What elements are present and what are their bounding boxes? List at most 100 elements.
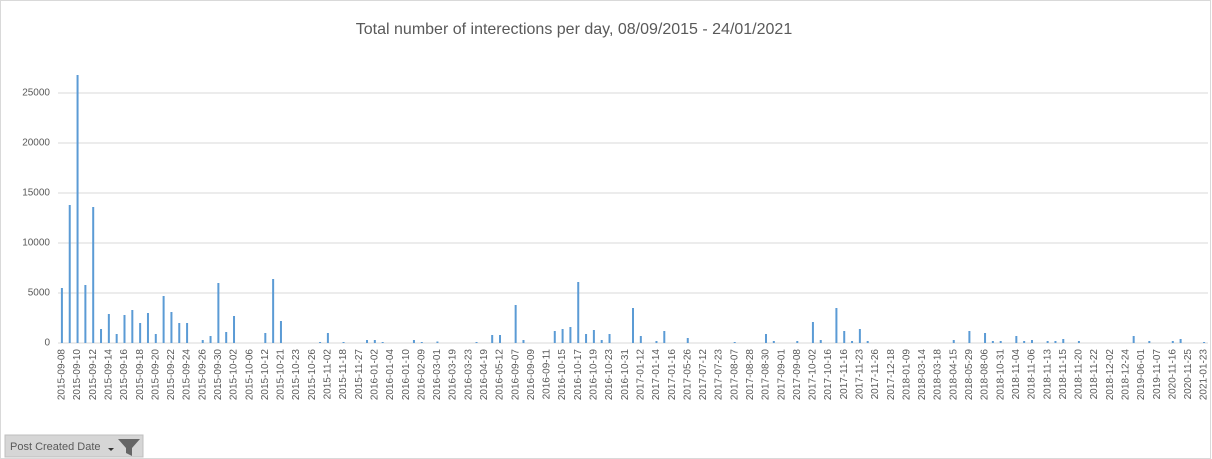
x-tick-label: 2016-01-10 (401, 349, 412, 401)
x-tick-label: 2015-09-12 (88, 349, 99, 401)
bar (1132, 336, 1135, 343)
x-tick-label: 2016-09-09 (526, 349, 537, 401)
bar (217, 283, 220, 343)
bar (1203, 342, 1206, 343)
bar (655, 341, 658, 343)
bar (84, 285, 87, 343)
bar (796, 341, 799, 343)
x-tick-label: 2019-11-07 (1152, 349, 1163, 400)
x-tick-label: 2015-10-02 (229, 349, 240, 401)
x-tick-label: 2019-06-01 (1136, 349, 1147, 401)
chart-title: Total number of interections per day, 08… (356, 21, 793, 38)
x-tick-label: 2015-09-22 (166, 349, 177, 401)
bar (366, 340, 369, 343)
x-tick-label: 2017-08-07 (729, 349, 740, 401)
x-tick-label: 2018-04-15 (948, 349, 959, 401)
bar (170, 312, 173, 343)
bar (600, 340, 603, 343)
dropdown-arrow[interactable] (108, 448, 114, 451)
bar (146, 313, 149, 343)
bar (272, 279, 275, 343)
x-tick-label: 2015-09-16 (119, 349, 130, 401)
bar (952, 340, 955, 343)
bar (1030, 340, 1033, 343)
x-tick-label: 2017-11-26 (870, 349, 881, 400)
x-tick-label: 2015-09-18 (135, 349, 146, 401)
x-tick-label: 2017-07-12 (698, 349, 709, 401)
x-tick-label: 2015-11-18 (338, 349, 349, 400)
x-tick-label: 2020-11-25 (1183, 349, 1194, 400)
x-tick-label: 2016-10-17 (573, 349, 584, 401)
y-tick-label: 5000 (28, 288, 51, 299)
bar (835, 308, 838, 343)
bar (186, 323, 189, 343)
field-button-label[interactable]: Post Created Date (10, 441, 101, 453)
bar (123, 315, 126, 343)
x-tick-label: 2018-10-31 (995, 349, 1006, 401)
bar (686, 338, 689, 343)
x-tick-label: 2015-10-12 (260, 349, 271, 401)
x-tick-label: 2018-12-24 (1120, 349, 1131, 401)
x-tick-label: 2018-11-04 (1011, 349, 1022, 400)
bar (436, 341, 439, 343)
x-tick-label: 2016-03-19 (448, 349, 459, 401)
field-button-box[interactable] (4, 434, 144, 458)
x-tick-label: 2016-02-09 (416, 349, 427, 401)
x-tick-label: 2015-11-27 (354, 349, 365, 400)
bar (577, 282, 580, 343)
bar (326, 333, 329, 343)
x-tick-label: 2015-09-24 (182, 349, 193, 401)
bar (225, 332, 228, 343)
bar (553, 331, 556, 343)
bar (1062, 339, 1065, 343)
x-tick-label: 2018-11-06 (1027, 349, 1038, 400)
x-tick-label: 2017-11-16 (839, 349, 850, 400)
x-tick-label: 2015-10-23 (291, 349, 302, 401)
x-tick-label: 2018-03-18 (933, 349, 944, 401)
bar (639, 336, 642, 343)
bar (154, 334, 157, 343)
x-tick-label: 2015-09-26 (197, 349, 208, 401)
x-tick-label: 2015-10-26 (307, 349, 318, 401)
bar (866, 341, 869, 343)
x-tick-label: 2018-11-13 (1042, 349, 1053, 400)
bar (772, 341, 775, 343)
bar (139, 323, 142, 343)
bar (1023, 341, 1026, 343)
y-tick-label: 0 (44, 338, 50, 349)
x-tick-label: 2017-05-26 (682, 349, 693, 401)
bar (60, 288, 63, 343)
x-tick-label: 2017-08-30 (761, 349, 772, 401)
x-tick-label: 2018-05-29 (964, 349, 975, 401)
bar (733, 342, 736, 343)
y-tick-label: 20000 (22, 138, 50, 149)
bar (162, 296, 165, 343)
x-tick-label: 2016-05-12 (495, 349, 506, 401)
bar (491, 335, 494, 343)
x-tick-label: 2016-03-23 (463, 349, 474, 401)
x-tick-label: 2016-04-19 (479, 349, 490, 401)
x-tick-label: 2017-11-23 (855, 349, 866, 400)
x-tick-label: 2018-01-09 (901, 349, 912, 401)
bar (968, 331, 971, 343)
x-tick-label: 2017-07-23 (714, 349, 725, 401)
x-tick-label: 2016-03-01 (432, 349, 443, 401)
bar (561, 329, 564, 343)
bar (999, 341, 1002, 343)
bar (569, 327, 572, 343)
x-tick-label: 2015-09-30 (213, 349, 224, 401)
x-tick-label: 2015-10-21 (276, 349, 287, 401)
x-tick-label: 2015-10-06 (244, 349, 255, 401)
bar (1077, 341, 1080, 343)
x-tick-label: 2015-09-08 (57, 349, 68, 401)
x-tick-label: 2017-01-14 (651, 349, 662, 401)
field-button[interactable]: Post Created Date (4, 434, 144, 458)
bar (608, 334, 611, 343)
bar (201, 340, 204, 343)
x-tick-label: 2017-12-18 (886, 349, 897, 401)
x-tick-label: 2018-03-14 (917, 349, 928, 401)
x-tick-label: 2017-09-08 (792, 349, 803, 401)
x-tick-label: 2018-11-15 (1058, 349, 1069, 400)
filter-icon[interactable] (118, 439, 140, 456)
